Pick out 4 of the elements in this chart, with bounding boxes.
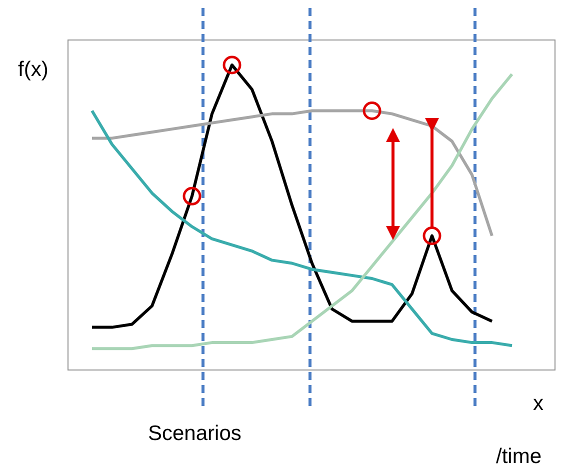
- text: /time: [496, 445, 542, 468]
- text: Scenarios: [148, 422, 242, 445]
- y-axis-title: f(x): [18, 58, 48, 81]
- x-axis-title: x: [533, 392, 544, 415]
